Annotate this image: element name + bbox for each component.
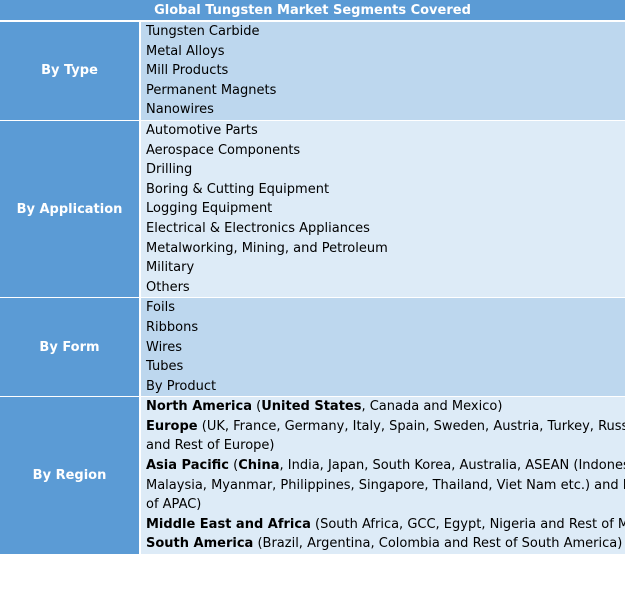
segment-item: Nanowires (146, 102, 214, 118)
region-detail: , Canada and Mexico) (361, 399, 503, 415)
region-name: South America (146, 536, 254, 552)
segment-label: By Type (0, 22, 141, 120)
segment-item: Military (146, 260, 195, 276)
segment-row: By Form Foils Ribbons Wires Tubes By Product (0, 298, 625, 398)
region-line: Asia Pacific (China, India, Japan, South… (146, 456, 625, 476)
region-detail: and Rest of Europe) (146, 438, 275, 454)
region-detail: (Brazil, Argentina, Colombia and Rest of… (253, 536, 623, 552)
segments-table: Global Tungsten Market Segments Covered … (0, 0, 625, 556)
segment-item: Boring & Cutting Equipment (146, 181, 330, 197)
segment-items: Foils Ribbons Wires Tubes By Product (141, 298, 625, 397)
segment-row: By Application Automotive Parts Aerospace … (0, 120, 625, 299)
region-name: United States (261, 399, 362, 415)
region-detail: of APAC) (146, 497, 202, 513)
region-name: Middle East and Africa (146, 516, 311, 532)
segment-item: Tungsten Carbide (146, 24, 260, 39)
region-name: China (238, 458, 280, 474)
region-detail: , India, Japan, South Korea, Australia, … (279, 458, 625, 474)
segment-item: Aerospace Components (146, 142, 301, 158)
segment-item: Metal Alloys (146, 43, 225, 59)
region-line: North America (United States, Canada and… (146, 397, 625, 417)
region-line: South America (Brazil, Argentina, Colomb… (146, 534, 625, 554)
segment-label: By Region (0, 397, 141, 555)
region-detail: Malaysia, Myanmar, Philippines, Singapor… (146, 477, 625, 493)
segment-item: Foils (146, 300, 175, 316)
region-detail: (South Africa, GCC, Egypt, Nigeria and R… (310, 516, 625, 532)
region-name: Asia Pacific (146, 458, 230, 474)
segment-item: Ribbons (146, 319, 199, 335)
region-name: Europe (146, 418, 198, 434)
segment-items: North America (United States, Canada and… (141, 397, 625, 555)
segment-item: Wires (146, 339, 183, 355)
region-detail: (UK, France, Germany, Italy, Spain, Swed… (197, 418, 625, 434)
region-detail: ( (252, 399, 262, 415)
region-line: of APAC) (146, 495, 625, 515)
segment-items: Tungsten Carbide Metal Alloys Mill Product… (141, 22, 625, 120)
segment-row: By Type Tungsten Carbide Metal Alloys Mill … (0, 22, 625, 121)
segment-item: Mill Products (146, 63, 229, 79)
segment-items: Automotive Parts Aerospace Components Dril… (141, 120, 625, 298)
segment-item: Drilling (146, 162, 193, 178)
segment-item: By Product (146, 378, 217, 394)
region-line: Middle East and Africa (South Africa, GC… (146, 515, 625, 535)
region-name: North America (146, 399, 252, 415)
segment-label: By Form (0, 298, 141, 397)
segment-item: Others (146, 279, 190, 295)
segment-item: Automotive Parts (146, 122, 258, 138)
segment-label: By Application (0, 120, 141, 298)
region-line: Malaysia, Myanmar, Philippines, Singapor… (146, 476, 625, 496)
region-line: and Rest of Europe) (146, 436, 625, 456)
segment-item: Tubes (146, 359, 184, 375)
region-detail: ( (229, 458, 239, 474)
segment-item: Permanent Magnets (146, 82, 277, 98)
table-title: Global Tungsten Market Segments Covered (0, 0, 625, 22)
segment-item: Electrical & Electronics Appliances (146, 220, 370, 236)
region-line: Europe (UK, France, Germany, Italy, Spai… (146, 417, 625, 437)
segment-item: Logging Equipment (146, 201, 273, 217)
segment-row: By Region North America (United States, C… (0, 397, 625, 556)
segment-item: Metalworking, Mining, and Petroleum (146, 240, 388, 256)
